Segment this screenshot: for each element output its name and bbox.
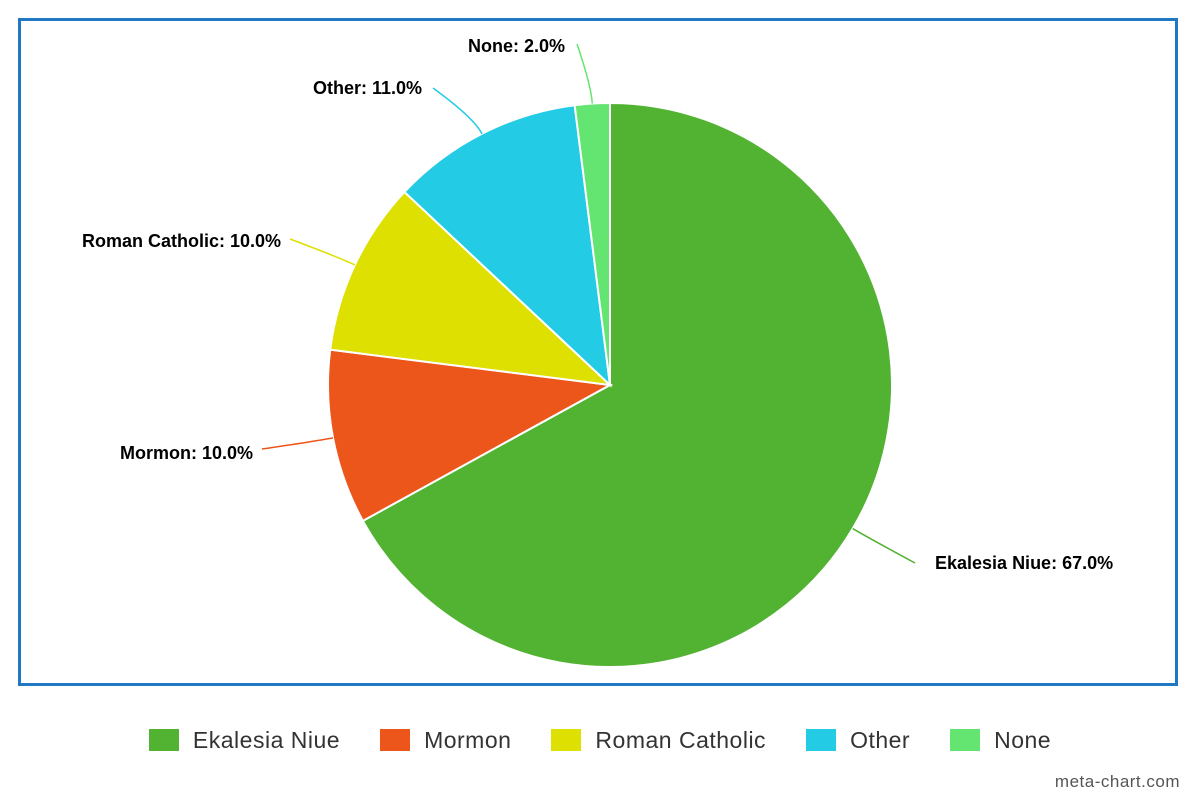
legend-item-ekalesia-niue[interactable]: Ekalesia Niue — [148, 726, 341, 754]
pie-slice-mormon — [327, 348, 614, 523]
leader-line-roman-catholic — [289, 238, 356, 266]
legend-item-other[interactable]: Other — [806, 727, 910, 754]
data-label-ekalesia-niue: Ekalesia Niue: 67.0% — [935, 553, 1113, 573]
data-label-mormon: Mormon: 10.0% — [120, 443, 253, 463]
legend-item-none[interactable]: None — [950, 727, 1051, 754]
leader-line-ekalesia-niue — [852, 527, 916, 564]
legend-label: Mormon — [424, 726, 512, 753]
pie-slice-none — [573, 101, 611, 386]
legend-swatch — [950, 729, 981, 751]
legend-label: None — [994, 726, 1052, 753]
legend-swatch — [148, 729, 179, 751]
legend-swatch — [551, 729, 582, 751]
pie-slice-roman-catholic — [329, 190, 613, 387]
data-label-other: Other: 11.0% — [313, 78, 422, 98]
legend-swatch — [806, 729, 837, 751]
legend-label: Other — [850, 726, 911, 753]
data-label-none: None: 2.0% — [468, 36, 565, 56]
legend-label: Roman Catholic — [595, 726, 767, 753]
data-label-roman-catholic: Roman Catholic: 10.0% — [82, 231, 281, 251]
chart-legend: Ekalesia Niue Mormon Roman Catholic Other No… — [0, 720, 1200, 760]
legend-label: Ekalesia Niue — [192, 726, 341, 753]
leader-line-none — [576, 43, 594, 104]
legend-item-roman-catholic[interactable]: Roman Catholic — [551, 727, 766, 754]
legend-item-mormon[interactable]: Mormon — [380, 727, 511, 754]
pie-slice-ekalesia-niue — [361, 101, 893, 668]
pie-slice-other — [403, 104, 612, 388]
watermark: meta-chart.com — [1054, 772, 1180, 791]
leader-line-other — [432, 87, 483, 135]
leader-line-mormon — [261, 437, 334, 450]
legend-swatch — [380, 729, 411, 751]
